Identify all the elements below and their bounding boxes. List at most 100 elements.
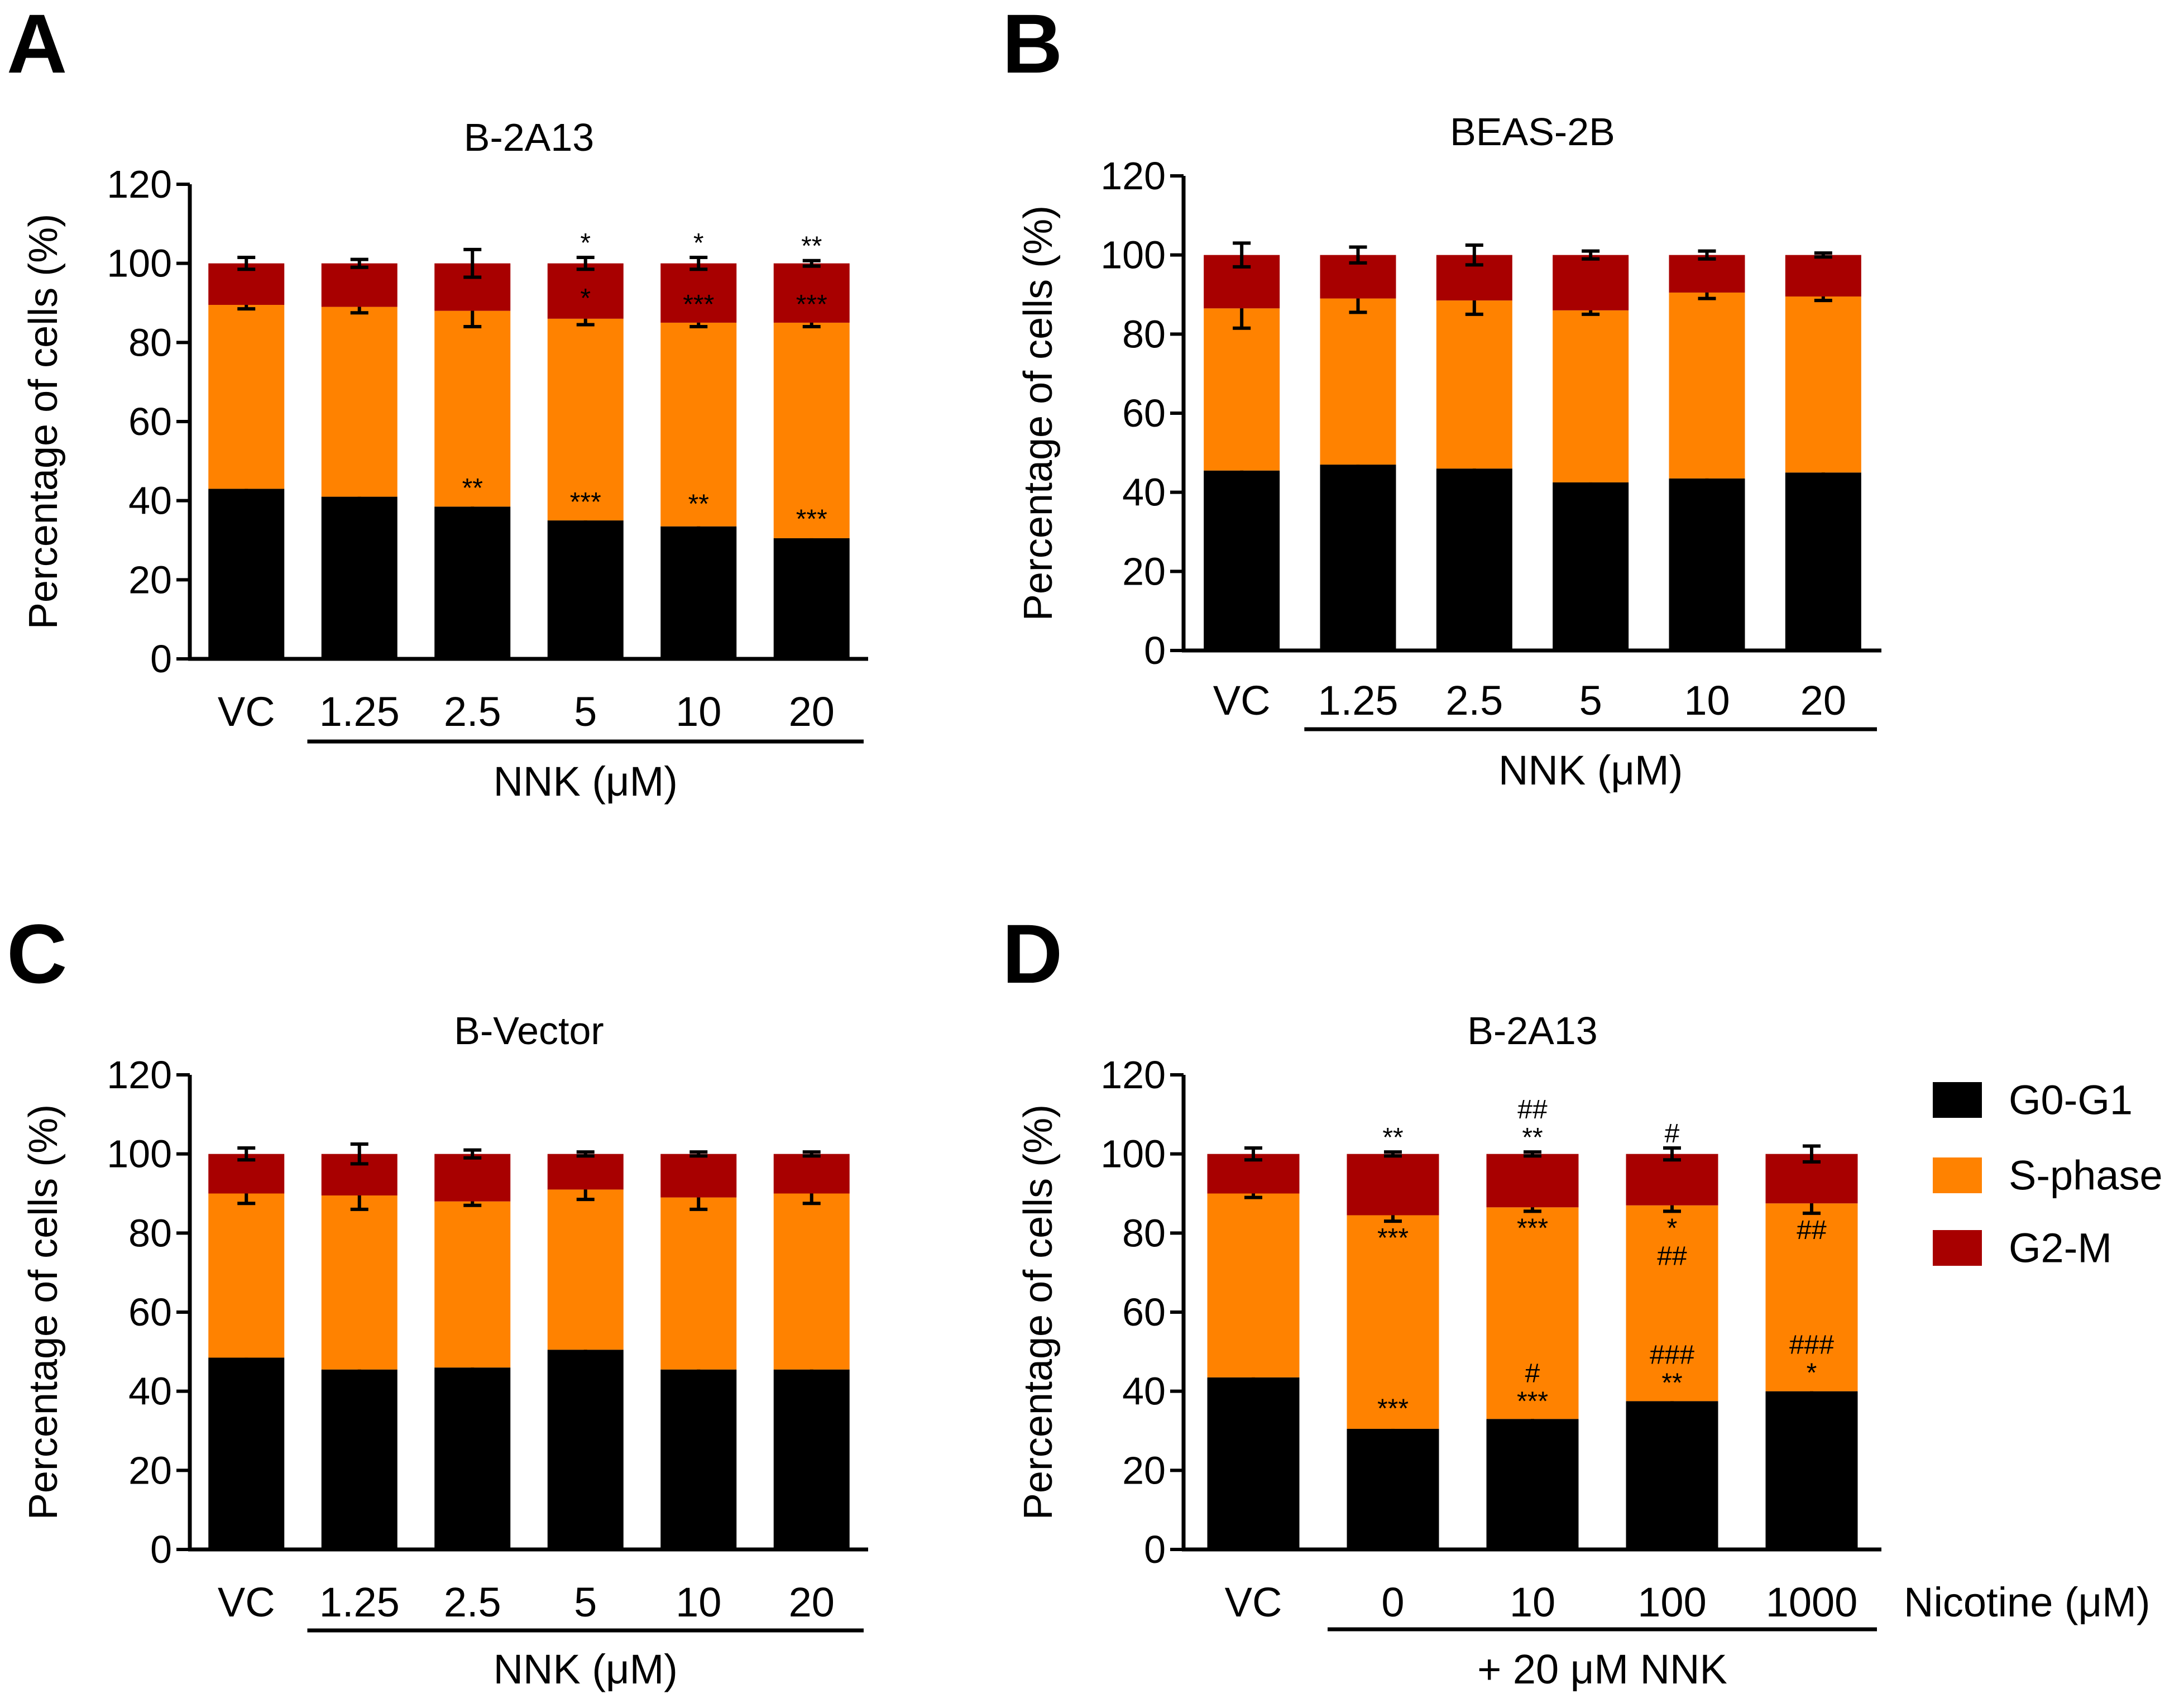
group-label: NNK (μM) (494, 1646, 678, 1692)
category-label: 1.25 (1318, 677, 1398, 724)
bar-g0g1-2 (434, 1367, 511, 1549)
bar-g0g1-1 (1320, 465, 1396, 650)
y-tick-label: 120 (107, 1053, 172, 1097)
y-tick-label: 60 (1122, 1290, 1166, 1334)
bar-g0g1-1 (1347, 1428, 1439, 1549)
category-label: 10 (1684, 677, 1730, 724)
error-bar-g2m-1 (1384, 1150, 1402, 1158)
chart-panel-d: B-2A13 Percentage of cells (%) VC 0 10 100 100… (1016, 1009, 2150, 1692)
significance-label: # (1525, 1359, 1540, 1389)
error-bar-g2m-3 (576, 1150, 595, 1158)
bar-sphase-5 (1785, 296, 1861, 473)
bar-g0g1-2 (1436, 468, 1512, 650)
bar-g2m-3 (547, 263, 624, 319)
y-tick-label: 120 (1100, 1053, 1166, 1097)
y-tick-label: 40 (1122, 471, 1166, 514)
significance-label: ** (688, 490, 709, 519)
bar-sphase-0 (208, 305, 285, 489)
y-tick-label: 60 (128, 1290, 172, 1334)
bar-g0g1-4 (660, 526, 737, 659)
significance-label: * (580, 228, 591, 258)
chart-panel-b: BEAS-2B Percentage of cells (%) VC 1.25 2.5 5… (1016, 110, 1881, 793)
significance-label: # (1665, 1119, 1680, 1149)
y-tick-label: 100 (107, 242, 172, 285)
bar-g2m-5 (773, 1154, 850, 1194)
error-bar-g2m-0 (1244, 1146, 1262, 1162)
category-label: 10 (676, 1579, 721, 1625)
category-label: 2.5 (444, 1579, 501, 1625)
error-bar-g2m-4 (1698, 249, 1716, 261)
error-bar-g2m-0 (237, 256, 256, 271)
bar-g2m-3 (1553, 255, 1629, 310)
y-axis-label: Percentage of cells (%) (21, 1104, 66, 1520)
significance-label: *** (1377, 1394, 1409, 1423)
category-label: 5 (1579, 677, 1602, 724)
y-tick-label: 100 (1100, 1132, 1166, 1176)
bar-g0g1-2 (1486, 1419, 1579, 1549)
bar-g0g1-4 (660, 1369, 737, 1549)
bar-g2m-4 (660, 263, 737, 323)
chart-title: B-2A13 (1467, 1009, 1597, 1053)
y-axis-label: Percentage of cells (%) (1016, 1104, 1061, 1520)
group-label: + 20 μM NNK (1477, 1646, 1727, 1692)
bar-g0g1-5 (1785, 472, 1861, 650)
bar-sphase-0 (1207, 1193, 1300, 1377)
bar-g0g1-1 (321, 1369, 397, 1549)
y-tick-label: 120 (1100, 154, 1166, 198)
category-label: VC (1225, 1579, 1282, 1625)
error-bar-g2m-0 (237, 1146, 256, 1162)
significance-label: ## (1797, 1216, 1827, 1245)
bar-sphase-4 (1669, 292, 1745, 479)
bar-g0g1-0 (208, 489, 285, 659)
bar-sphase-4 (660, 322, 737, 527)
group-label: NNK (μM) (1498, 747, 1683, 793)
y-tick-label: 80 (128, 1211, 172, 1255)
y-tick-label: 0 (1144, 1528, 1166, 1571)
y-tick-label: 40 (1122, 1370, 1166, 1413)
bar-sphase-1 (1347, 1215, 1439, 1429)
panel-letter-a: A (7, 0, 67, 90)
significance-label: ** (801, 232, 822, 261)
significance-label: * (1807, 1358, 1817, 1388)
significance-label: *** (796, 290, 827, 319)
bar-g2m-3 (547, 1154, 624, 1190)
category-label: 0 (1381, 1579, 1404, 1625)
chart-title: B-2A13 (464, 116, 594, 159)
bar-g0g1-0 (1207, 1377, 1300, 1549)
error-bar-g2m-5 (1814, 251, 1832, 259)
category-label: 1.25 (319, 1579, 400, 1625)
error-bar-g2m-2 (463, 247, 482, 279)
legend-label: G0-G1 (2009, 1077, 2133, 1123)
bar-sphase-2 (434, 1201, 511, 1368)
bar-g0g1-4 (1669, 478, 1745, 650)
bar-g0g1-4 (1765, 1391, 1858, 1549)
y-tick-label: 20 (128, 1448, 172, 1492)
significance-label: * (580, 284, 591, 313)
y-axis-label: Percentage of cells (%) (1016, 205, 1061, 621)
y-tick-label: 80 (1122, 312, 1166, 356)
category-label: 2.5 (1445, 677, 1503, 724)
bar-sphase-2 (434, 310, 511, 507)
bar-sphase-0 (208, 1193, 285, 1358)
category-label: 20 (789, 688, 835, 735)
y-tick-label: 20 (128, 558, 172, 601)
error-bar-g2m-5 (802, 1150, 821, 1158)
significance-label: * (693, 228, 704, 258)
bar-g0g1-3 (547, 1350, 624, 1549)
bar-sphase-1 (321, 307, 397, 497)
significance-label: ** (1522, 1123, 1543, 1152)
error-bar-g2m-3 (1582, 249, 1600, 261)
significance-label: *** (1377, 1223, 1409, 1253)
category-label: 100 (1637, 1579, 1706, 1625)
bar-g0g1-5 (773, 538, 850, 659)
bar-g0g1-1 (321, 496, 397, 659)
legend-label: S-phase (2009, 1152, 2163, 1199)
y-tick-label: 120 (107, 162, 172, 206)
bar-g2m-5 (1785, 255, 1861, 297)
bar-sphase-5 (773, 322, 850, 538)
bar-sphase-2 (1436, 300, 1512, 469)
category-label: 10 (676, 688, 721, 735)
chart-panel-c: B-Vector Percentage of cells (%) VC 1.25 2.5… (21, 1009, 868, 1692)
category-label: VC (218, 1579, 275, 1625)
